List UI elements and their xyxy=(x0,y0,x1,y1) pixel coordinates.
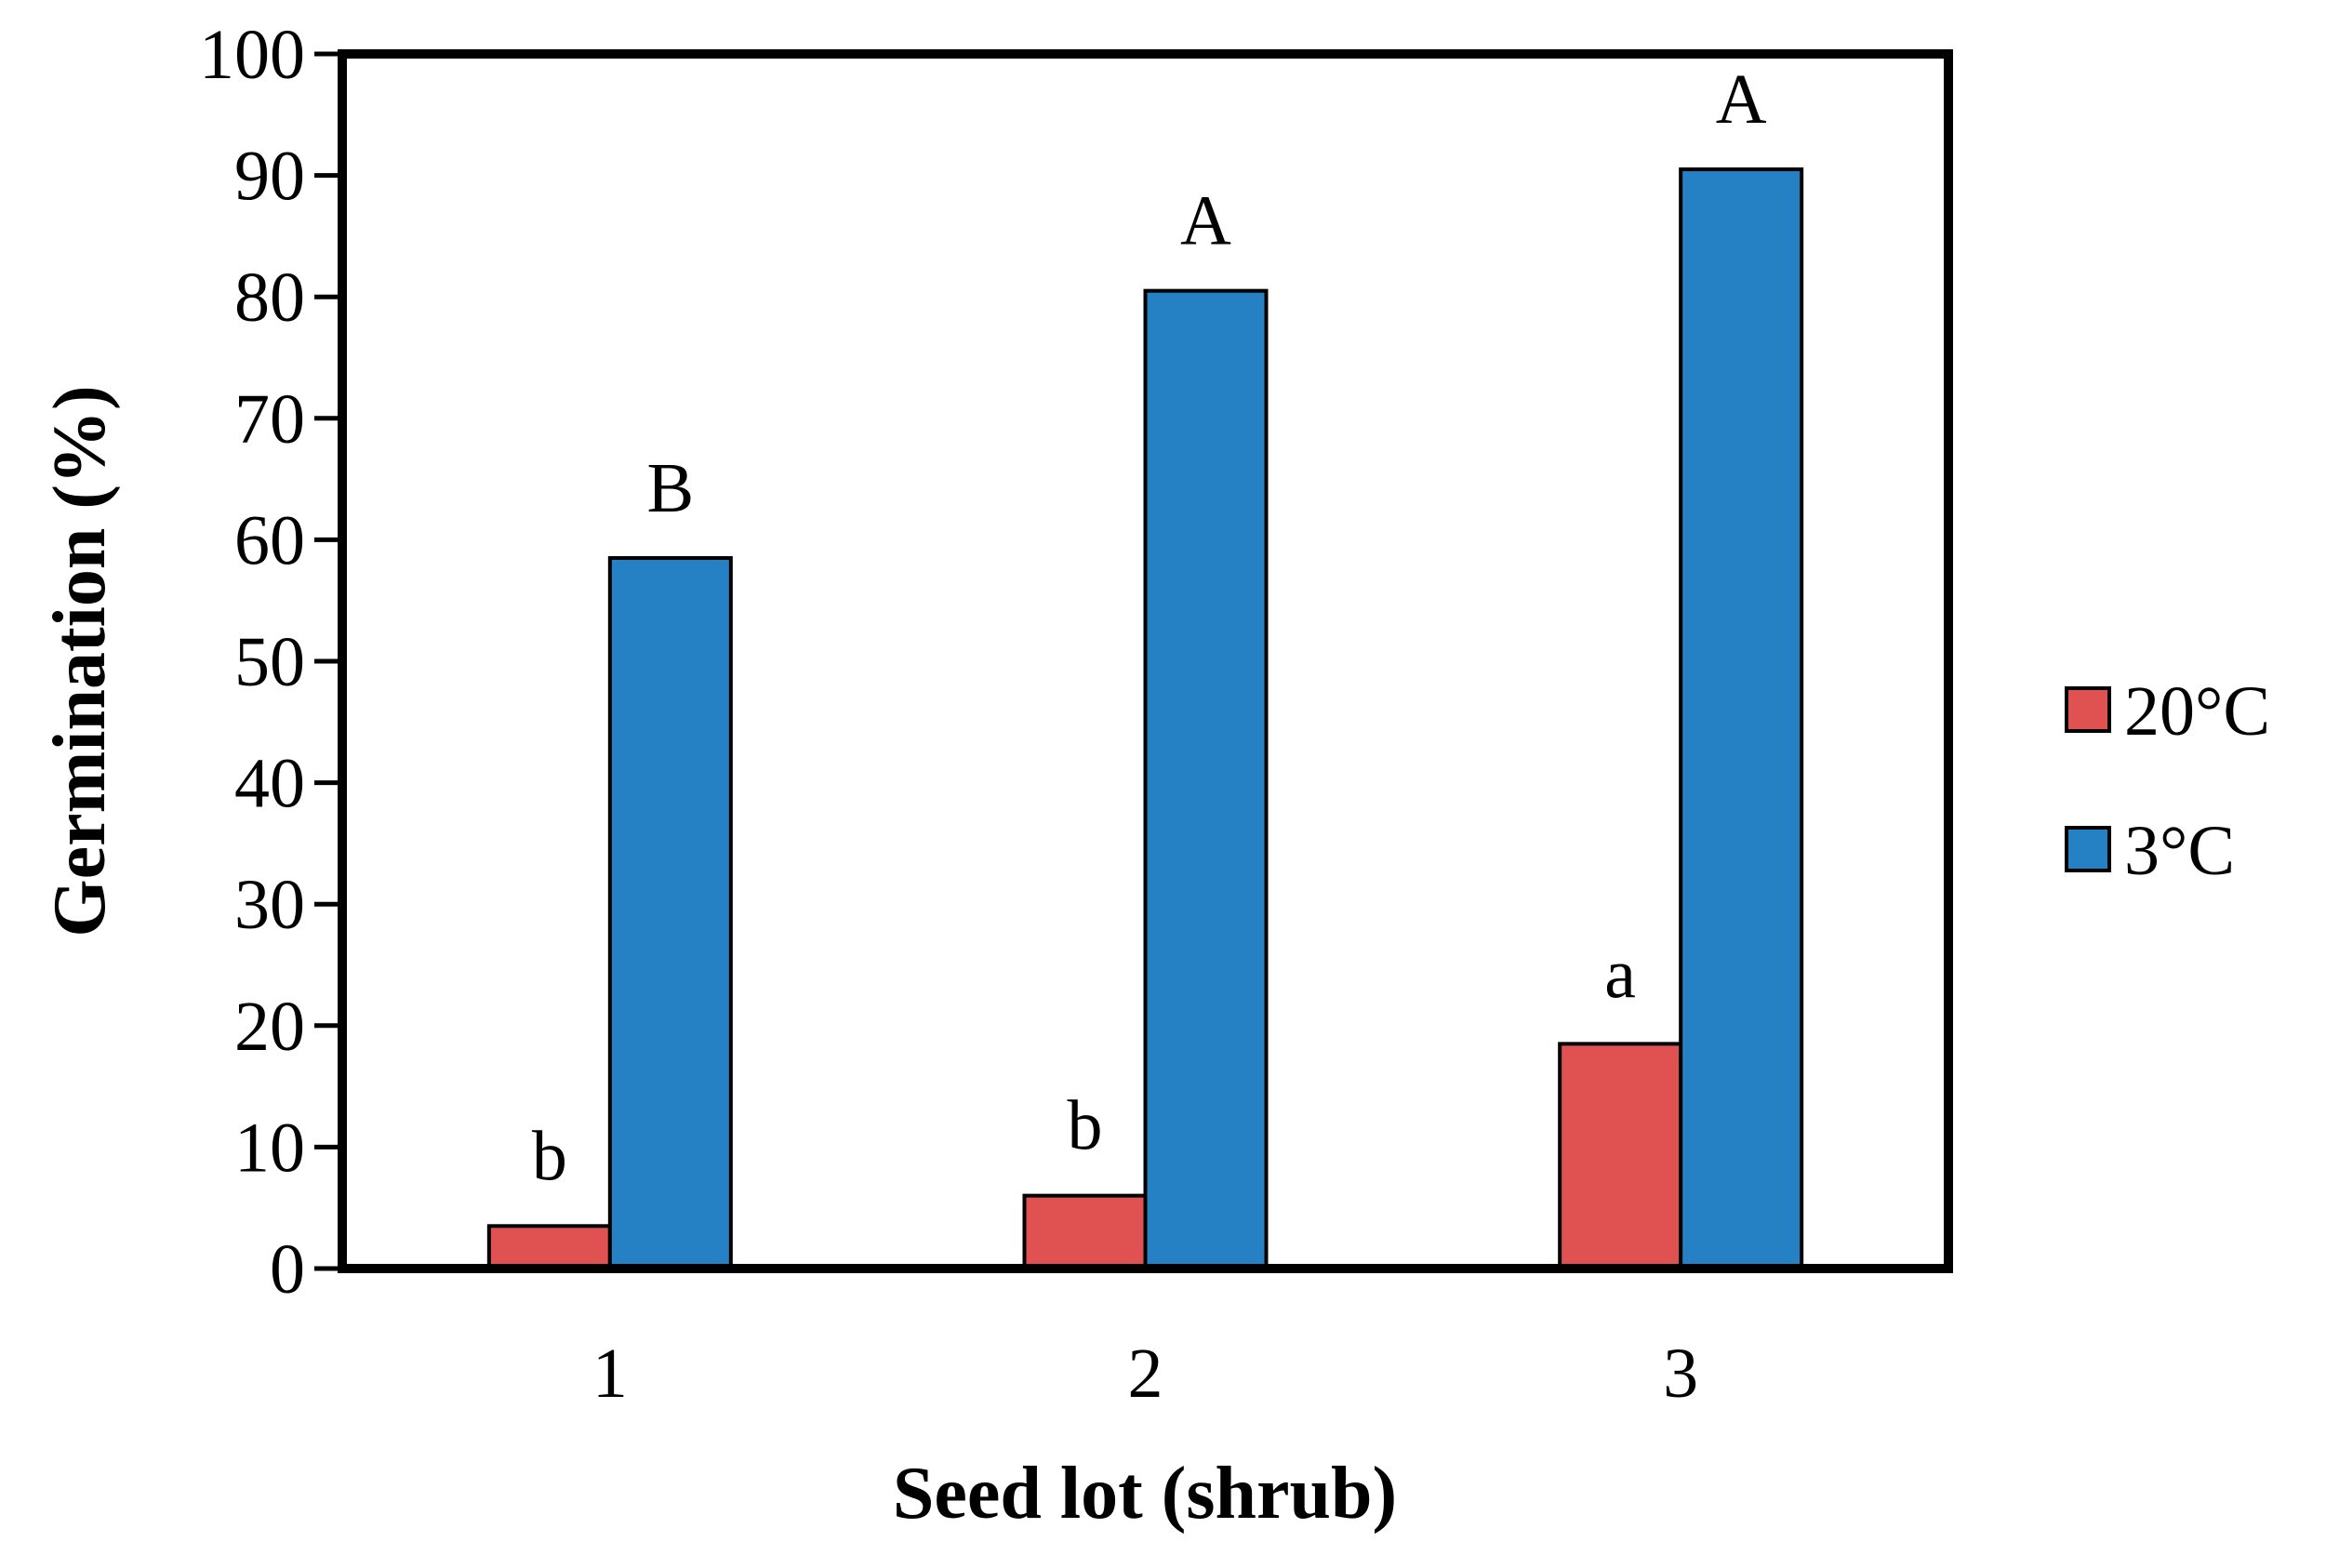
x-tick-label: 3 xyxy=(1663,1335,1698,1413)
bar-letter-label: b xyxy=(532,1117,567,1195)
plot-area-frame xyxy=(338,49,1953,1273)
bar-letter-label: a xyxy=(1604,935,1636,1013)
bar-series-3c-lot-3 xyxy=(1679,167,1804,1271)
bar-series-3c-lot-2 xyxy=(1143,288,1269,1270)
x-axis-tick-labels: 1 2 3 xyxy=(592,1335,1698,1413)
bar-series-3c-lot-1 xyxy=(607,555,733,1270)
y-tick-label: 70 xyxy=(234,380,305,458)
y-tick-label: 40 xyxy=(234,745,305,823)
y-tick-label: 30 xyxy=(234,866,305,944)
y-axis-title: Germination (%) xyxy=(39,385,121,937)
legend-swatch-20c xyxy=(2065,686,2111,733)
bar-letter-label: A xyxy=(1180,182,1231,260)
y-tick-label: 100 xyxy=(199,16,305,94)
y-tick-label: 10 xyxy=(234,1109,305,1187)
y-tick-label: 0 xyxy=(270,1230,305,1309)
bar-series-20c-lot-3 xyxy=(1558,1042,1683,1271)
bar-series-20c-lot-1 xyxy=(486,1224,612,1271)
legend: 20°C 3°C xyxy=(2065,672,2270,890)
bar-letter-label: B xyxy=(646,449,694,527)
legend-label-3c: 3°C xyxy=(2124,812,2235,890)
x-tick-label: 2 xyxy=(1128,1335,1163,1413)
bar-letter-label: b xyxy=(1068,1087,1103,1165)
y-tick-label: 20 xyxy=(234,988,305,1066)
y-tick-label: 60 xyxy=(234,501,305,579)
legend-swatch-3c xyxy=(2065,826,2111,872)
y-tick-label: 90 xyxy=(234,138,305,216)
legend-label-20c: 20°C xyxy=(2124,672,2270,751)
x-axis-title: Seed lot (shrub) xyxy=(893,1453,1397,1535)
y-tick-label: 80 xyxy=(234,259,305,337)
bar-data-labels: b Bb Aa A xyxy=(532,60,1767,1195)
bar-letter-label: A xyxy=(1716,60,1767,139)
y-axis-tick-labels: 0 10 20 30 40 50 60 70 80 90 100 xyxy=(199,16,305,1309)
x-tick-label: 1 xyxy=(592,1335,628,1413)
bars-group xyxy=(486,167,1804,1271)
y-tick-label: 50 xyxy=(234,623,305,701)
bar-series-20c-lot-2 xyxy=(1022,1193,1148,1271)
